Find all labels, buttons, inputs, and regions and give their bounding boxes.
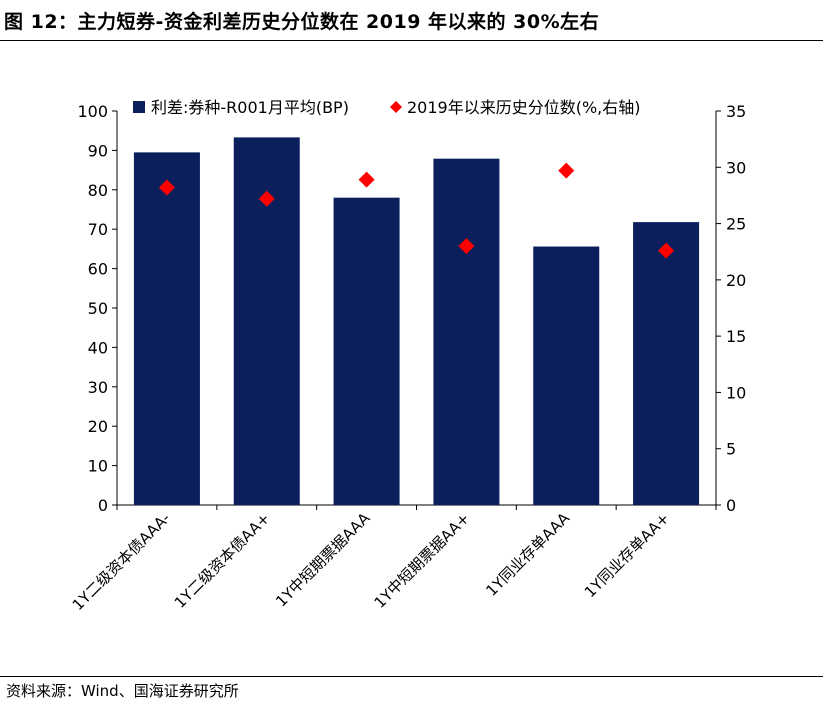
percentile-point [358, 171, 375, 188]
y-left-tick-label: 80 [88, 181, 108, 200]
y-left-tick-label: 10 [88, 457, 108, 476]
percentile-point [658, 242, 675, 259]
y-left-tick-label: 30 [88, 378, 108, 397]
x-category-label: 1Y同业存单AAA [482, 509, 573, 600]
legend-marker-label: 2019年以来历史分位数(%,右轴) [407, 98, 641, 117]
legend-bar-swatch [133, 101, 145, 113]
legend-bar-label: 利差:券种-R001月平均(BP) [151, 98, 349, 117]
x-category-label: 1Y同业存单AA+ [581, 509, 673, 601]
x-category-label: 1Y中短期票据AAA [272, 509, 374, 611]
y-left-tick-label: 50 [88, 299, 108, 318]
y-left-tick-label: 70 [88, 220, 108, 239]
source-note: 资料来源：Wind、国海证券研究所 [6, 682, 239, 700]
y-left-tick-label: 20 [88, 417, 108, 436]
y-left-tick-label: 100 [77, 102, 108, 121]
bar [633, 222, 700, 505]
legend-marker-swatch [390, 101, 402, 113]
bar-scatter-chart: 0 10 20 30 40 50 60 70 80 90 100 0 5 10 15 20 25 30 35 1Y二级… [69, 98, 747, 614]
y-left-tick-label: 40 [88, 338, 108, 357]
y-right-tick-label: 35 [726, 102, 746, 121]
bar [433, 158, 500, 505]
y-left-tick-label: 60 [88, 260, 108, 279]
bar [333, 197, 400, 505]
y-right-tick-label: 20 [726, 271, 746, 290]
y-right-tick-label: 5 [726, 440, 736, 459]
x-category-label: 1Y二级资本债AAA- [69, 509, 174, 614]
y-right-tick-label: 15 [726, 327, 746, 346]
percentile-point [158, 179, 175, 196]
y-left-tick-label: 0 [98, 496, 108, 515]
y-right-tick-label: 30 [726, 158, 746, 177]
percentile-point [258, 190, 275, 207]
figure-title: 图 12：主力短券-资金利差历史分位数在 2019 年以来的 30%左右 [4, 11, 600, 33]
x-category-label: 1Y二级资本债AA+ [171, 509, 274, 612]
x-category-label: 1Y中短期票据AA+ [371, 509, 474, 612]
percentile-point [558, 162, 575, 179]
y-left-tick-label: 90 [88, 141, 108, 160]
bar [533, 246, 600, 505]
y-right-tick-label: 25 [726, 215, 746, 234]
percentile-point [458, 238, 475, 255]
bar [133, 152, 200, 505]
y-right-tick-label: 10 [726, 383, 746, 402]
y-right-tick-label: 0 [726, 496, 736, 515]
source-divider [0, 676, 823, 677]
title-divider [0, 40, 823, 41]
